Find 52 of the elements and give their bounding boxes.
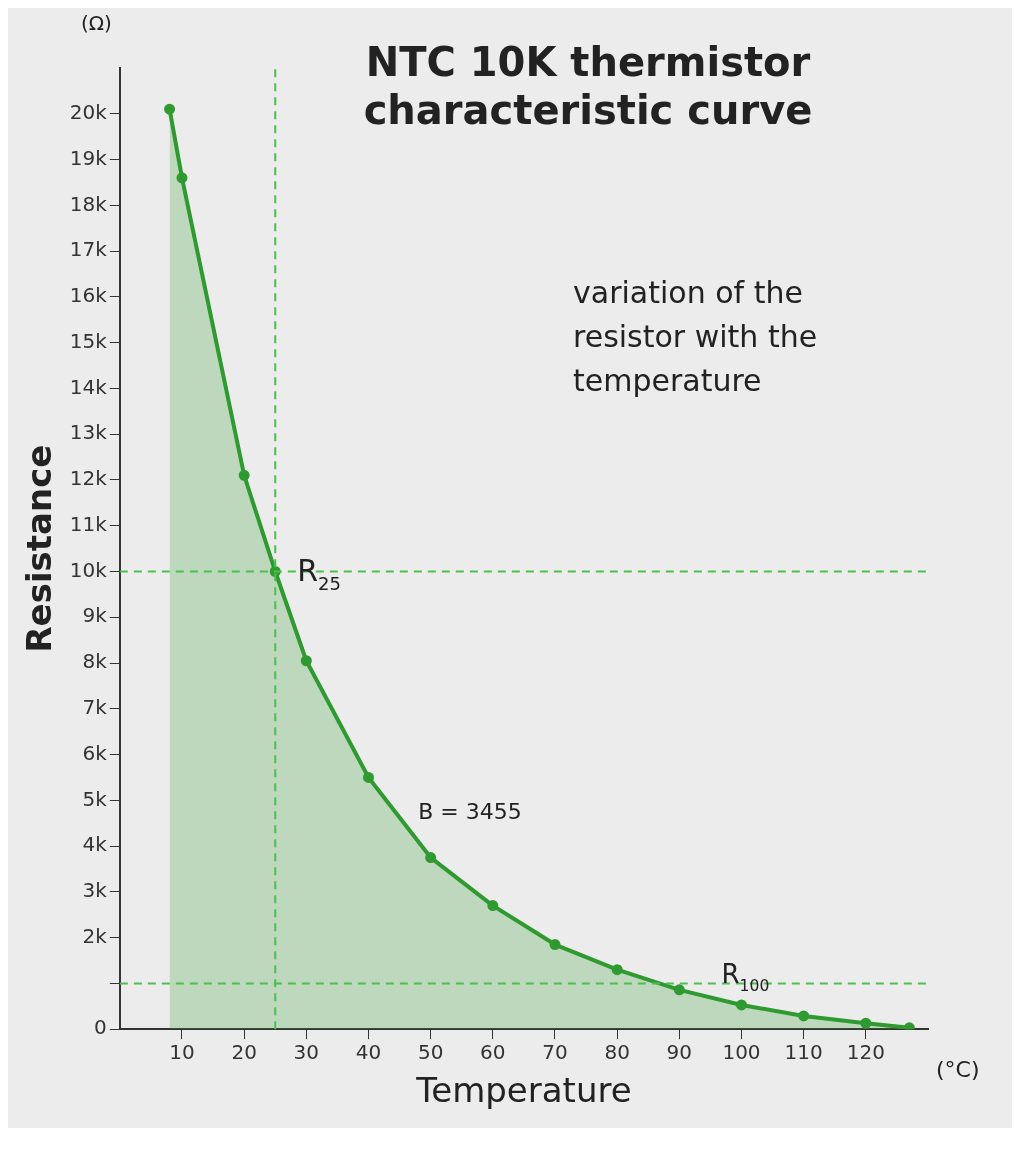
point: [549, 939, 561, 951]
x-tick-label: 90: [666, 1040, 693, 1065]
y-tick-label: 16k: [69, 283, 108, 308]
x-tick-label: 100: [722, 1040, 761, 1065]
y-tick-label: 12k: [69, 466, 108, 491]
x-tick-label: 110: [784, 1040, 823, 1065]
y-tick-label: 10k: [69, 557, 108, 582]
point: [164, 103, 176, 115]
x-tick-label: 80: [604, 1040, 630, 1065]
y-tick-label: 4k: [82, 832, 108, 857]
x-axis-title: Temperature: [415, 1070, 632, 1111]
point: [673, 984, 685, 996]
y-tick-label: 20k: [69, 99, 108, 124]
annotation: B = 3455: [418, 798, 522, 824]
annotation: variation of the resistor with the temperature: [573, 275, 818, 398]
y-tick-label: 14k: [69, 374, 108, 399]
point: [798, 1010, 810, 1022]
point: [176, 172, 188, 184]
y-tick-label: 7k: [82, 695, 108, 719]
y-axis-title: Resistance: [19, 444, 60, 653]
y-tick-label: 8k: [82, 649, 108, 674]
point: [425, 852, 437, 864]
y-tick-label: 9k: [82, 603, 108, 628]
x-tick-label: 30: [293, 1040, 320, 1065]
text: (°C): [936, 1057, 980, 1083]
x-tick-label: 10: [169, 1040, 195, 1065]
point: [611, 964, 623, 976]
point: [860, 1017, 872, 1029]
y-tick-label: 19k: [69, 145, 108, 170]
y-tick-label: 13k: [69, 420, 108, 445]
y-tick-label: 2k: [82, 923, 108, 948]
y-tick-label: 3k: [82, 878, 108, 903]
point: [238, 469, 250, 481]
y-tick-label: 0: [94, 1015, 107, 1040]
text: (Ω): [80, 11, 112, 35]
x-tick-label: 120: [846, 1040, 885, 1065]
y-tick-label: 11k: [69, 511, 108, 536]
point: [300, 655, 312, 667]
point: [487, 900, 499, 912]
x-tick-label: 60: [480, 1040, 506, 1065]
y-tick-label: 18k: [69, 191, 108, 216]
y-tick-label: 6k: [82, 740, 108, 765]
x-tick-label: 50: [417, 1040, 444, 1065]
point: [736, 999, 747, 1011]
chart-title: NTC 10K thermistor characteristic curve: [363, 39, 813, 133]
x-tick-label: 40: [355, 1040, 382, 1065]
x-tick-label: 20: [231, 1040, 257, 1065]
y-tick-label: 5k: [82, 786, 108, 811]
x-tick-label: 70: [542, 1040, 568, 1065]
y-tick-label: 17k: [69, 237, 108, 262]
point: [363, 771, 374, 783]
y-tick-label: 15k: [69, 328, 108, 353]
